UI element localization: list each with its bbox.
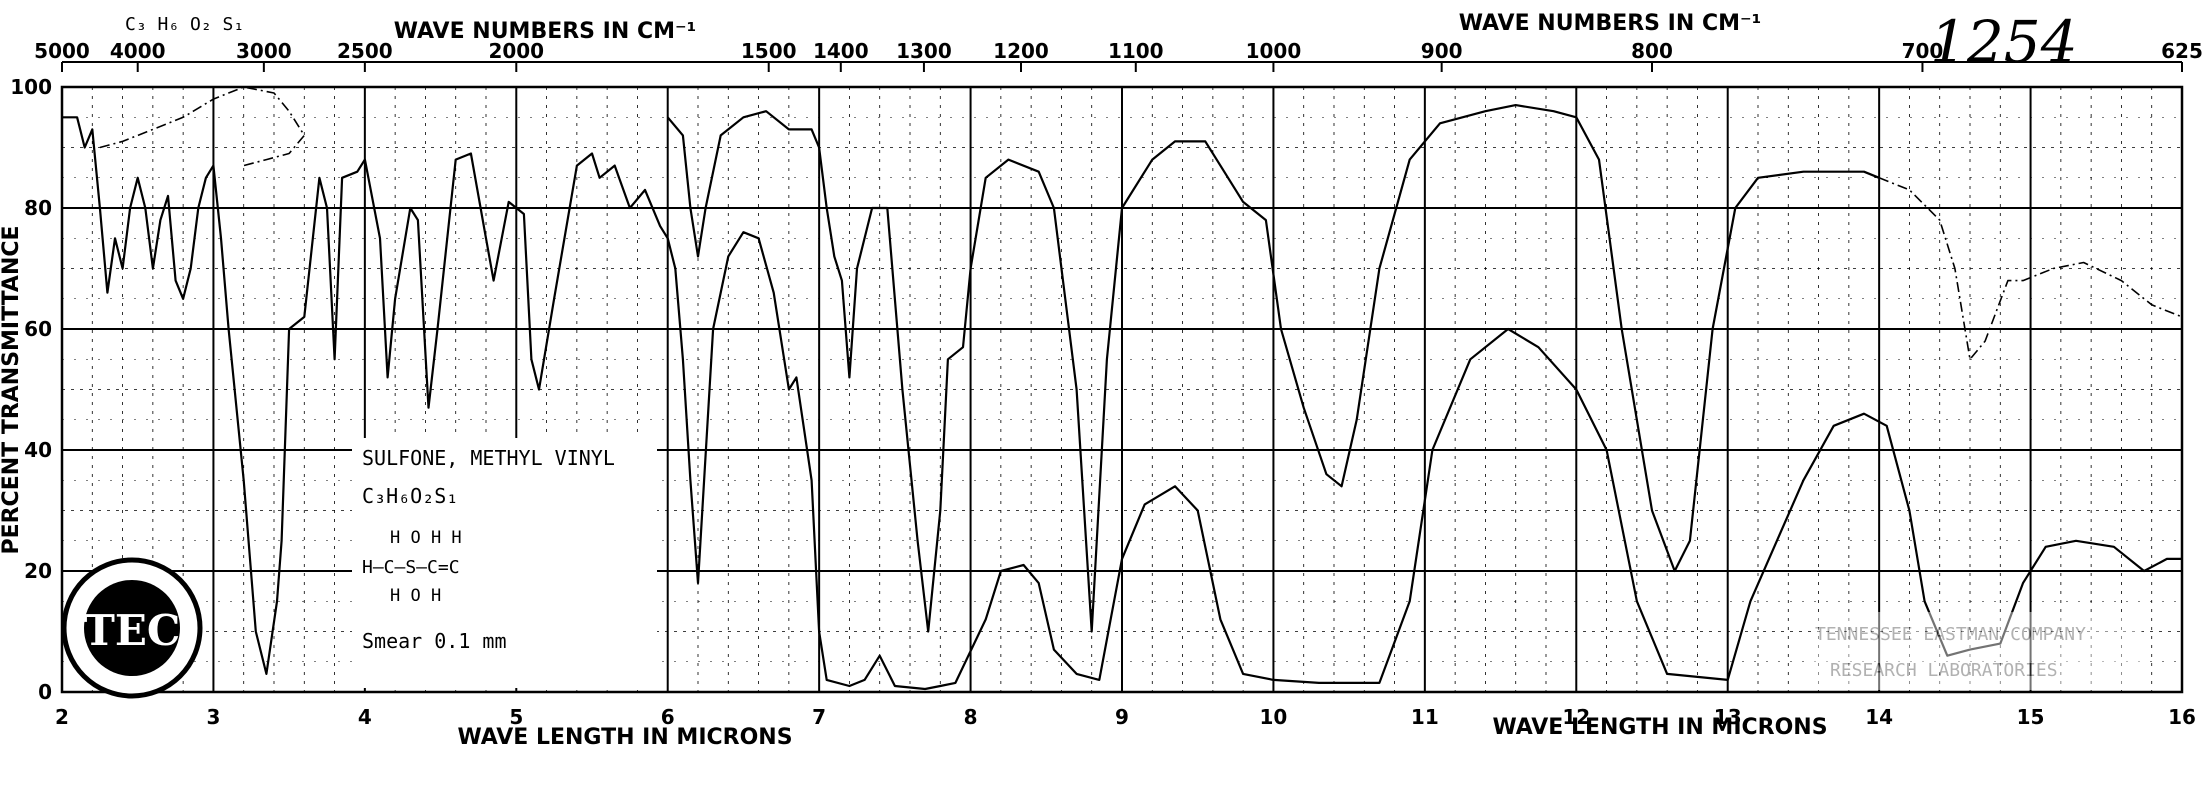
top-tick-label: 2000 [488, 39, 544, 63]
top-axis-ticks: 5000 4000 3000 2500 2000 1500 1400 1300 1200 1100… [34, 39, 2203, 72]
y-axis-title: PERCENT TRANSMITTANCE [0, 225, 24, 554]
x-tick-label: 12 [1562, 705, 1590, 729]
sample-prep: Smear 0.1 mm [362, 629, 507, 653]
top-tick-label: 1400 [813, 39, 869, 63]
top-tick-label: 800 [1631, 39, 1673, 63]
x-axis-ticks: 2 3 4 5 6 7 8 9 10 11 12 13 14 15 16 [55, 705, 2196, 729]
plot-frame [60, 85, 2184, 694]
logo-monogram: TEC [84, 606, 181, 655]
x-axis-title-left: WAVE LENGTH IN MICRONS [457, 725, 792, 750]
y-tick-label: 60 [24, 317, 52, 341]
top-tick-label: 1100 [1108, 39, 1164, 63]
x-tick-label: 4 [358, 705, 372, 729]
top-tick-label: 1200 [993, 39, 1049, 63]
eastman-logo: TEC [61, 557, 203, 699]
top-tick-label: 5000 [34, 39, 90, 63]
compound-info: SULFONE, METHYL VINYL C₃H₆O₂S₁ H O H H H… [352, 438, 657, 688]
x-tick-label: 13 [1714, 705, 1742, 729]
x-tick-label: 10 [1260, 705, 1288, 729]
x-axis-title-right: WAVE LENGTH IN MICRONS [1492, 715, 1827, 740]
top-tick-label: 1500 [741, 39, 797, 63]
top-tick-label: 700 [1902, 39, 1944, 63]
spectrum-trace-4 [99, 86, 306, 167]
top-tick-label: 3000 [236, 39, 292, 63]
compound-name: SULFONE, METHYL VINYL [362, 446, 615, 470]
x-tick-label: 15 [2017, 705, 2045, 729]
top-axis-title-right: WAVE NUMBERS IN CM⁻¹ [1459, 11, 1761, 36]
x-tick-label: 3 [206, 705, 220, 729]
y-tick-label: 100 [10, 75, 52, 99]
top-tick-label: 1300 [896, 39, 952, 63]
x-tick-label: 9 [1115, 705, 1129, 729]
top-tick-label: 4000 [110, 39, 166, 63]
svg-text:TENNESSEE EASTMAN COMPANY: TENNESSEE EASTMAN COMPANY [1815, 624, 2086, 645]
lab-stamp: TENNESSEE EASTMAN COMPANY RESEARCH LABOR… [1812, 612, 2142, 690]
y-axis-ticks: 0 20 40 60 80 100 [10, 75, 52, 704]
structure-line-3: H O H [390, 586, 441, 606]
spectrum-curves [62, 86, 2183, 691]
x-tick-label: 6 [661, 705, 675, 729]
structure-line-1: H O H H [390, 528, 462, 548]
x-tick-label: 5 [509, 705, 523, 729]
compound-formula: C₃H₆O₂S₁ [362, 484, 458, 508]
x-tick-label: 8 [964, 705, 978, 729]
spectrum-trace-3 [1878, 177, 2183, 361]
svg-text:RESEARCH LABORATORIES: RESEARCH LABORATORIES [1830, 660, 2058, 681]
x-tick-label: 2 [55, 705, 69, 729]
y-tick-label: 0 [38, 680, 52, 704]
x-tick-label: 14 [1865, 705, 1893, 729]
x-tick-label: 16 [2168, 705, 2196, 729]
spectrum-trace-2 [666, 104, 1880, 633]
top-tick-label: 1000 [1246, 39, 1302, 63]
header-formula: C₃ H₆ O₂ S₁ [125, 14, 244, 35]
top-tick-label: 625 [2161, 39, 2203, 63]
y-tick-label: 40 [24, 438, 52, 462]
y-tick-label: 80 [24, 196, 52, 220]
top-tick-label: 2500 [337, 39, 393, 63]
x-tick-label: 11 [1411, 705, 1439, 729]
catalog-number: 1254 [1930, 8, 2078, 76]
chart-axes [60, 61, 2184, 694]
top-axis-title-left: WAVE NUMBERS IN CM⁻¹ [394, 19, 696, 44]
structure-line-2: H–C–S–C=C [362, 557, 460, 578]
y-tick-label: 20 [24, 559, 52, 583]
spectrum-trace-1 [62, 116, 2182, 691]
x-tick-label: 7 [812, 705, 826, 729]
top-tick-label: 900 [1421, 39, 1463, 63]
